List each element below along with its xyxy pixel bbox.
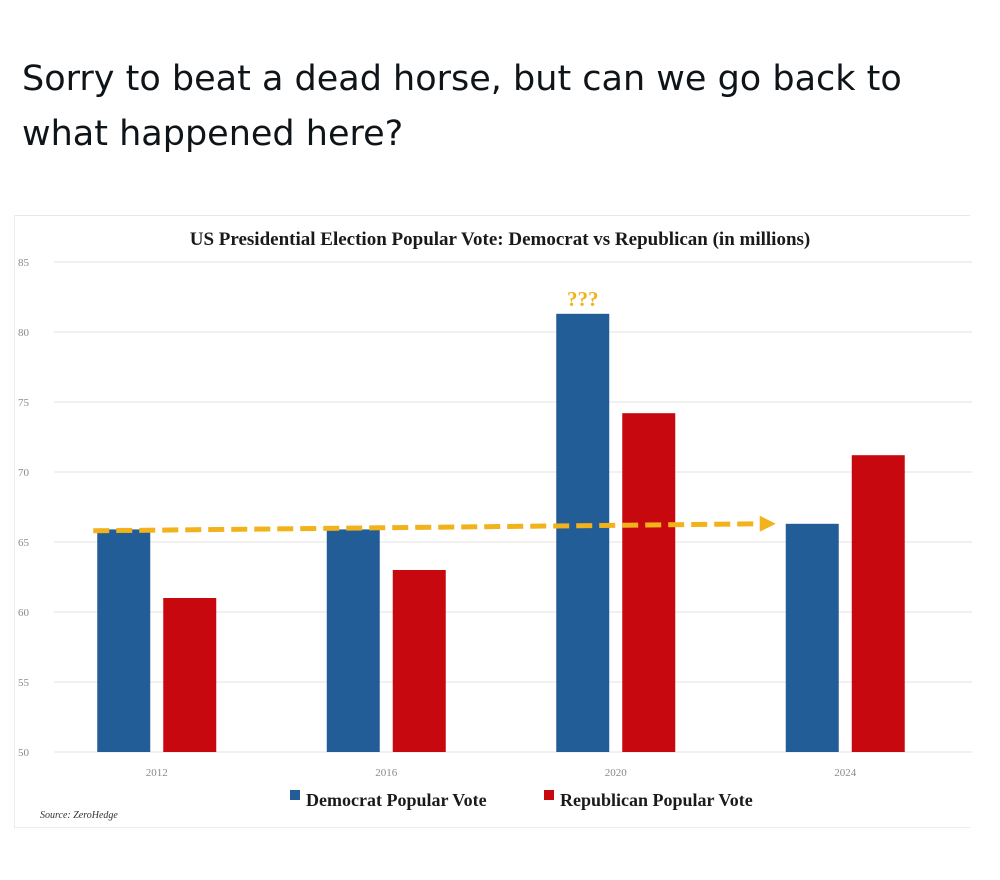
y-tick-label: 85 [18, 257, 30, 269]
y-tick-label: 75 [18, 397, 30, 409]
trend-arrow-head [759, 515, 776, 532]
democrat-bar-2016 [326, 529, 380, 752]
y-axis-ticks: 50 55 60 65 70 75 80 85 [18, 257, 30, 759]
y-tick-label: 50 [18, 747, 30, 759]
trend-arrow [93, 515, 776, 534]
x-axis-ticks: 2012 2016 2020 2024 [146, 767, 857, 779]
y-tick-label: 80 [18, 327, 30, 339]
x-tick-label: 2024 [834, 767, 857, 779]
chart-image: US Presidential Election Popular Vote: D… [14, 212, 986, 830]
republican-bar-2020 [622, 413, 676, 752]
legend-label: Democrat Popular Vote [306, 790, 487, 810]
republican-bar-2012 [163, 598, 217, 752]
x-tick-label: 2020 [605, 767, 628, 779]
democrat-bar-2012 [97, 529, 151, 752]
democrat-bar-2024 [785, 523, 839, 752]
chart-left-rule [14, 215, 15, 827]
source-label: Source: ZeroHedge [40, 810, 118, 821]
democrat-bar-2020 [556, 313, 610, 752]
republican-bar-2024 [851, 455, 905, 752]
bars [97, 313, 905, 752]
legend-swatch [290, 790, 300, 800]
legend-swatch [544, 790, 554, 800]
chart-bottom-rule [14, 827, 970, 828]
y-tick-label: 70 [18, 467, 30, 479]
y-tick-label: 60 [18, 607, 30, 619]
y-tick-label: 55 [18, 677, 30, 689]
post-text: Sorry to beat a dead horse, but can we g… [22, 59, 902, 154]
x-tick-label: 2016 [375, 767, 398, 779]
legend: Democrat Popular Vote Republican Popular … [290, 790, 753, 810]
legend-label: Republican Popular Vote [560, 790, 753, 810]
question-marks-annotation: ??? [567, 287, 599, 311]
chart-title: US Presidential Election Popular Vote: D… [190, 229, 811, 250]
y-tick-label: 65 [18, 537, 30, 549]
x-tick-label: 2012 [146, 767, 168, 779]
republican-bar-2016 [392, 570, 446, 752]
bar-chart: US Presidential Election Popular Vote: D… [18, 229, 972, 821]
trend-arrow-line [93, 521, 762, 534]
chart-top-rule [14, 215, 970, 216]
